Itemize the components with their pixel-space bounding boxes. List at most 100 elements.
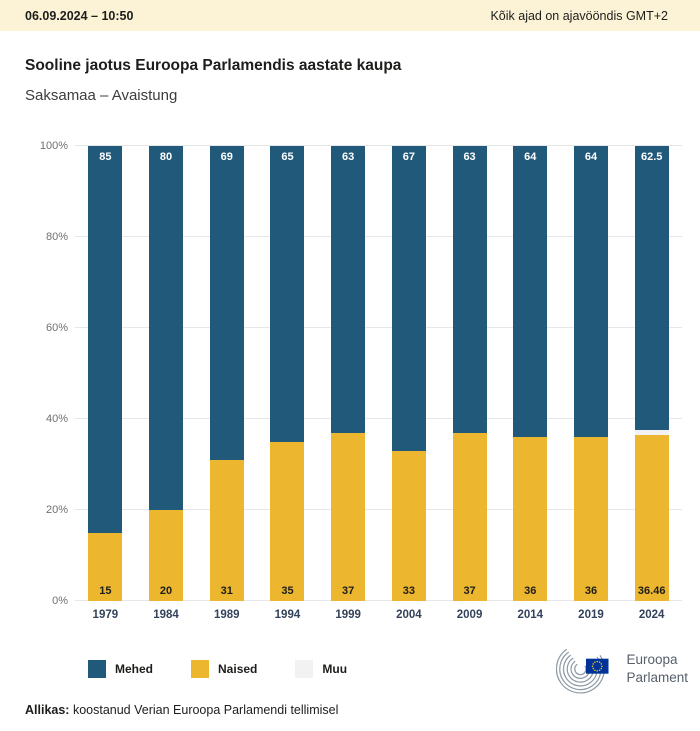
plot-area: 0% 20% 40% 60% 80% 100% 15 85 20 80 31 69 35 65 37 63 33… [40, 140, 682, 607]
value-label-mehed-1984: 80 [159, 151, 173, 163]
segment-naised-1999 [331, 432, 366, 601]
bar-1989: 31 69 [209, 146, 244, 601]
y-tick-label-100: 100% [39, 140, 68, 152]
bar-slot-1979: 15 85 [75, 146, 136, 601]
segment-naised-2004 [391, 450, 426, 601]
value-label-naised-1984: 20 [159, 585, 173, 597]
segment-mehed-1989: 69 [209, 146, 244, 460]
legend-label-muu: Muu [322, 662, 348, 676]
legend-swatch-mehed [88, 660, 106, 678]
x-tick-label-1999: 1999 [335, 609, 361, 621]
value-label-mehed-2024: 62.5 [640, 151, 663, 163]
segment-mehed-2019: 64 [573, 146, 608, 438]
bar-2004: 33 67 [391, 146, 426, 601]
y-tick-label-20: 20% [45, 504, 68, 516]
chart-title: Sooline jaotus Euroopa Parlamendis aasta… [25, 57, 402, 74]
gridline-80 [75, 236, 682, 237]
segment-mehed-2014: 64 [513, 146, 548, 438]
segment-naised-2019 [573, 437, 608, 601]
y-tick-label-80: 80% [45, 231, 68, 243]
segment-muu-2024 [634, 430, 669, 436]
chart-subtitle: Saksamaa – Avaistung [25, 87, 178, 104]
bar-slot-2009: 37 63 [439, 146, 500, 601]
gridline-40 [75, 418, 682, 419]
segment-mehed-1999: 63 [331, 146, 366, 433]
bar-1994: 35 65 [270, 146, 305, 601]
value-label-mehed-2019: 64 [584, 151, 598, 164]
gridline-100 [75, 145, 682, 146]
x-tick-label-2019: 2019 [578, 609, 604, 621]
bar-2009: 37 63 [452, 146, 487, 601]
segment-mehed-2009: 63 [452, 146, 487, 433]
segment-mehed-1984: 80 [149, 146, 184, 510]
segment-mehed-1994: 65 [270, 146, 305, 442]
date-time: 06.09.2024 – 10:50 [25, 8, 134, 23]
value-label-naised-2004: 33 [402, 585, 415, 597]
segment-naised-1989 [209, 459, 244, 601]
segment-mehed-1979: 85 [88, 146, 123, 533]
bar-1979: 15 85 [88, 146, 123, 601]
source-text: koostanud Verian Euroopa Parlamendi tell… [72, 703, 339, 717]
timezone-note: Kõik ajad on ajavööndis GMT+2 [490, 8, 668, 23]
value-label-naised-2014: 36 [524, 585, 537, 597]
bar-slot-1994: 35 65 [257, 146, 318, 601]
legend-item-naised: Naised [191, 660, 257, 678]
bar-slot-2004: 33 67 [379, 146, 440, 601]
y-tick-label-40: 40% [45, 413, 68, 425]
legend-label-naised: Naised [218, 662, 258, 676]
segment-naised-2014 [513, 437, 548, 601]
x-tick-label-1984: 1984 [153, 609, 179, 621]
x-tick-label-2009: 2009 [456, 609, 483, 621]
legend-label-mehed: Mehed [115, 662, 154, 676]
source-note: Allikas: koostanud Verian Euroopa Parlam… [25, 703, 700, 717]
gridline-0 [75, 600, 682, 601]
value-label-naised-1989: 31 [220, 585, 233, 597]
ep-logo: Euroopa Parlament [556, 643, 688, 695]
segment-naised-2024 [634, 435, 669, 601]
x-tick-label-2014: 2014 [517, 609, 544, 621]
gridline-20 [75, 509, 682, 510]
segment-mehed-2004: 67 [391, 146, 426, 451]
value-label-naised-1979: 15 [99, 585, 112, 597]
source-label: Allikas: [25, 703, 70, 717]
x-tick-label-2004: 2004 [396, 609, 422, 621]
legend-swatch-naised [191, 660, 210, 678]
bar-2019: 36 64 [573, 146, 608, 601]
legend-item-muu: Muu [295, 660, 347, 678]
ep-hemicycle-icon [556, 644, 609, 694]
x-axis: 1979 1984 1989 1994 1999 2004 2009 2014 2019 2024 [75, 609, 682, 621]
x-tick-label-1994: 1994 [274, 609, 301, 621]
segment-naised-1994 [270, 441, 305, 601]
segment-naised-1979 [88, 532, 123, 601]
legend-item-mehed: Mehed [88, 660, 153, 678]
bottom-row: Mehed Naised Muu [88, 643, 688, 695]
value-label-mehed-1994: 65 [281, 151, 294, 163]
x-tick-label-1979: 1979 [92, 609, 119, 621]
value-label-mehed-1989: 69 [220, 151, 233, 164]
value-label-naised-1999: 37 [342, 585, 355, 597]
y-tick-label-0: 0% [52, 595, 68, 607]
eu-stars [592, 660, 604, 672]
segment-naised-1984 [149, 510, 184, 601]
legend: Mehed Naised Muu [88, 660, 347, 678]
value-label-naised-2009: 37 [463, 585, 476, 597]
bars-container: 15 85 20 80 31 69 35 65 37 63 33 67 37 63 36 64 36 64 36.4… [75, 146, 682, 601]
bar-slot-2014: 36 64 [500, 146, 561, 601]
segment-mehed-2024: 62.5 [634, 146, 669, 431]
gridline-60 [75, 327, 682, 328]
value-label-naised-2024: 36.46 [637, 585, 666, 597]
bar-1999: 37 63 [331, 146, 366, 601]
bar-slot-1984: 20 80 [136, 146, 197, 601]
ep-logo-line1: Euroopa [626, 652, 678, 668]
x-tick-label-2024: 2024 [638, 609, 665, 621]
bar-2024: 36.46 62.5 [634, 146, 669, 601]
bar-slot-2019: 36 64 [561, 146, 622, 601]
value-label-mehed-2014: 64 [524, 151, 537, 164]
y-tick-label-60: 60% [45, 322, 68, 334]
value-label-mehed-2004: 67 [402, 151, 415, 164]
ep-logo-line2: Parlament [626, 670, 688, 685]
value-label-mehed-2009: 63 [463, 151, 476, 164]
eu-flag-icon [586, 658, 609, 674]
chart: 0% 20% 40% 60% 80% 100% 15 85 20 80 31 69 35 65 37 63 33… [0, 140, 700, 621]
ep-logo-text: Euroopa Parlament [626, 651, 688, 686]
